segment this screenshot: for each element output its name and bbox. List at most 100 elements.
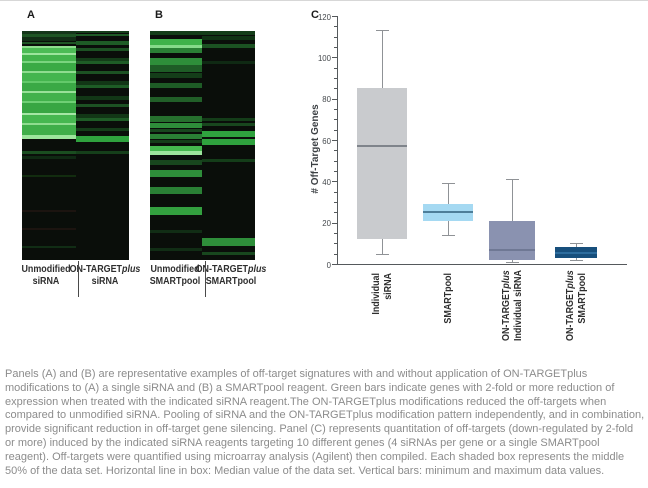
box-median-0 [357, 145, 407, 148]
y-major-tick [332, 98, 337, 100]
heatmap-band [202, 130, 255, 137]
x-category-label-3-line: ON-TARGETplus [564, 270, 576, 341]
heatmap-band [202, 251, 255, 255]
y-minor-tick [334, 47, 337, 48]
heatmap-column-label-3-line: ON-TARGETplus [193, 263, 270, 275]
heatmap-band [76, 31, 129, 34]
heatmap-band [22, 41, 76, 45]
panel-b-label: B [155, 9, 163, 21]
heatmap-band [150, 39, 202, 45]
heatmap-band [76, 84, 129, 89]
heatmap-band [76, 48, 129, 51]
box-median-2 [489, 248, 535, 251]
heatmap-band [76, 40, 129, 45]
heatmap-column-label-1-segment: ON-TARGET [69, 263, 123, 275]
x-category-label-3-line: SMARTpool [576, 273, 588, 341]
heatmap-band [76, 61, 129, 65]
heatmap-panel-a [22, 31, 129, 260]
heatmap-column-label-1-line: ON-TARGETplus [67, 263, 144, 275]
heatmap-column-label-0-line: Unmodified [8, 263, 85, 275]
box-median-3 [555, 251, 597, 254]
heatmap-band [76, 113, 129, 118]
heatmap-band [22, 175, 76, 178]
heatmap-column-label-3-segment: SMARTpool [205, 275, 257, 287]
y-major-tick [332, 140, 337, 141]
heatmap-band [150, 96, 202, 102]
heatmap-band [22, 80, 76, 84]
heatmap-a-column-1 [76, 31, 129, 260]
heatmap-band [202, 60, 255, 64]
heatmap-b-column-0 [150, 31, 202, 260]
heatmap-band [76, 117, 129, 121]
heatmap-band [22, 55, 76, 61]
x-axis-line [337, 264, 627, 265]
heatmap-label-divider-0 [77, 261, 79, 297]
y-minor-tick [334, 26, 337, 28]
y-minor-tick [334, 119, 337, 121]
y-major-tick [332, 264, 337, 265]
y-minor-tick [334, 36, 337, 38]
heatmap-column-label-2-line: Unmodified [137, 263, 214, 275]
heatmap-band [202, 158, 255, 163]
heatmap-band [22, 63, 76, 71]
y-minor-tick [334, 67, 337, 69]
y-tick-label: 40 [322, 176, 331, 187]
heatmap-band [150, 82, 202, 88]
y-minor-tick [334, 202, 337, 203]
y-tick-label: 100 [317, 52, 331, 63]
heatmap-band [150, 57, 202, 65]
heatmap-column-label-1-line: siRNA [67, 275, 144, 287]
heatmap-band [22, 72, 76, 81]
y-minor-tick [334, 88, 337, 90]
heatmap-band [22, 83, 76, 91]
heatmap-band [150, 170, 202, 178]
heatmap-band [150, 115, 202, 122]
heatmap-band [150, 145, 202, 152]
x-category-label-2-segment: ON-TARGET [500, 288, 512, 341]
heatmap-band [22, 124, 76, 135]
whisker-cap-max [569, 243, 583, 245]
heatmap-band [202, 117, 255, 121]
heatmap-band [76, 70, 129, 75]
y-major-tick [332, 222, 337, 224]
heatmap-band [22, 48, 76, 53]
y-tick-label: 80 [322, 94, 331, 105]
heatmap-band [22, 210, 76, 213]
x-category-label-0-line: Individual [370, 273, 382, 341]
y-minor-tick [334, 150, 337, 152]
y-minor-tick [334, 253, 337, 255]
heatmap-band [202, 122, 255, 126]
heatmap-band [22, 100, 76, 103]
heatmap-band [76, 80, 129, 85]
heatmap-column-label-1: ON-TARGETplus siRNA [60, 263, 150, 287]
heatmap-band [22, 90, 76, 93]
heatmap-band [76, 57, 129, 61]
heatmap-band [76, 95, 129, 100]
x-category-label-1-line: SMARTpool [442, 273, 454, 341]
heatmap-band [22, 34, 76, 37]
heatmap-band [22, 102, 76, 113]
y-minor-tick [334, 233, 337, 234]
x-category-label-0: Individual siRNA [370, 273, 394, 353]
heatmap-band [150, 151, 202, 156]
whisker-cap-max [441, 183, 455, 185]
x-category-label-2-line: Individual siRNA [512, 270, 524, 341]
heatmap-band [150, 44, 202, 49]
panel-c-label: C [311, 9, 319, 21]
heatmap-band [22, 70, 76, 73]
heatmap-column-label-1-segment: siRNA [91, 275, 119, 287]
box-median-1 [423, 211, 473, 214]
y-minor-tick [334, 212, 337, 214]
y-major-tick [332, 57, 337, 59]
y-minor-tick [334, 191, 337, 193]
heatmap-band [22, 114, 76, 123]
heatmap-band [150, 48, 202, 53]
heatmap-band [150, 207, 202, 216]
whisker-cap-min [441, 235, 455, 237]
heatmap-band [202, 238, 255, 247]
heatmap-label-divider-1 [204, 261, 206, 297]
y-minor-tick [334, 129, 337, 131]
heatmap-band [22, 246, 76, 249]
box-2 [489, 220, 535, 260]
heatmap-band [150, 128, 202, 133]
